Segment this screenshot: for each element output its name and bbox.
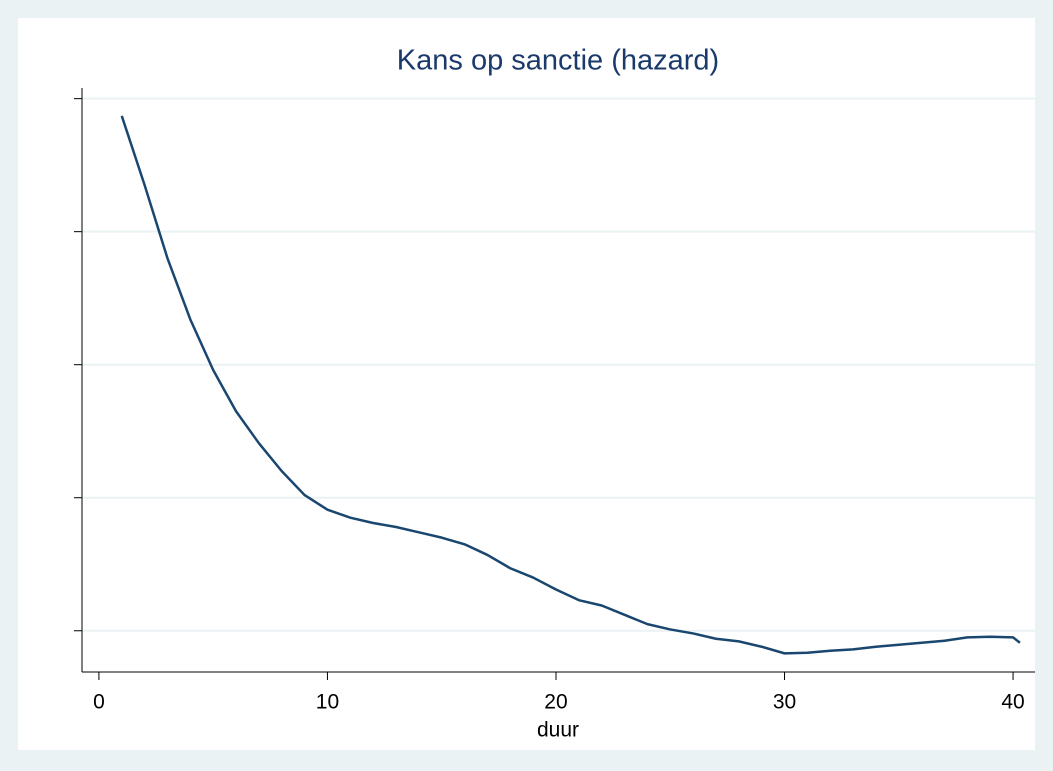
chart-title: Kans op sanctie (hazard) <box>397 45 719 77</box>
x-tick-label: 20 <box>544 691 567 714</box>
x-tick-label: 0 <box>93 691 105 714</box>
x-tick-label: 10 <box>316 691 339 714</box>
data-line <box>120 115 1021 655</box>
graph-region <box>18 18 1035 750</box>
x-axis-label: duur <box>537 719 579 742</box>
x-tick-label: 30 <box>773 691 796 714</box>
x-tick-label: 40 <box>1001 691 1024 714</box>
